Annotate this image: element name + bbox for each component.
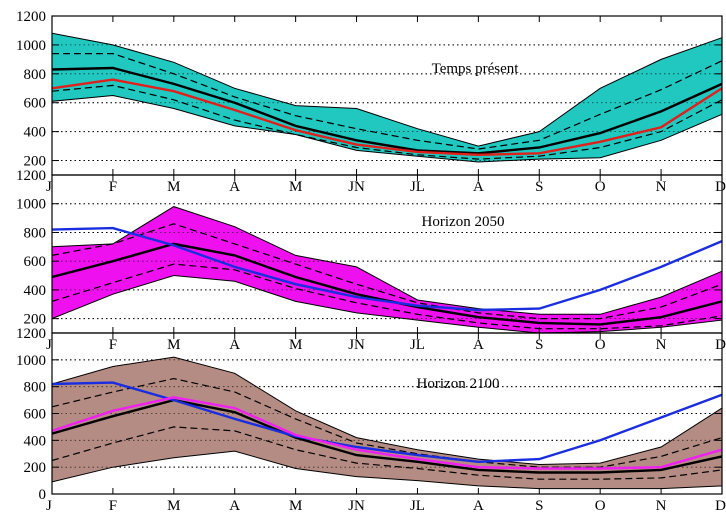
x-tick-label: O [595, 337, 606, 353]
x-tick-label: M [167, 337, 180, 353]
x-tick-label: JN [348, 179, 365, 195]
x-tick-label: A [229, 498, 240, 514]
x-tick-label: JL [410, 337, 425, 353]
series-line-1 [51, 398, 723, 474]
x-tick-label: D [715, 337, 726, 353]
quantile-line-3 [51, 263, 723, 330]
x-tick-label: S [535, 179, 543, 195]
y-tick-label: 800 [24, 380, 47, 396]
y-tick-label: 600 [24, 254, 47, 270]
y-tick-label: 1200 [16, 9, 46, 25]
x-tick-label: J [46, 498, 52, 514]
x-tick-label: J [46, 179, 52, 195]
x-tick-label: M [289, 498, 302, 514]
y-tick-label: 200 [24, 154, 47, 170]
x-tick-label: J [46, 337, 52, 353]
series-line-4 [51, 226, 723, 312]
x-tick-label: N [656, 337, 667, 353]
panel-title: Temps présent [432, 61, 520, 77]
y-tick-label: 1200 [16, 168, 46, 184]
x-tick-label: F [109, 337, 117, 353]
x-tick-label: JN [348, 337, 365, 353]
x-tick-label: N [656, 498, 667, 514]
x-tick-label: D [715, 498, 726, 514]
x-tick-label: A [473, 498, 484, 514]
y-tick-label: 1000 [16, 353, 46, 369]
x-tick-label: A [473, 337, 484, 353]
y-tick-label: 1000 [16, 197, 46, 213]
x-tick-label: O [595, 179, 606, 195]
y-tick-label: 0 [39, 487, 47, 503]
series-line-1 [51, 66, 723, 155]
x-tick-label: M [289, 337, 302, 353]
y-tick-label: 1200 [16, 326, 46, 342]
series-line-5 [51, 396, 723, 470]
quantile-line-2 [52, 52, 723, 150]
y-tick-label: 400 [24, 283, 47, 299]
quantile-line-2 [51, 377, 723, 468]
quantile-line-3 [51, 426, 723, 480]
x-tick-label: A [473, 179, 484, 195]
series-line-4 [51, 78, 723, 157]
x-tick-label: M [167, 498, 180, 514]
panel-title: Horizon 2050 [422, 214, 505, 230]
x-tick-label: O [595, 498, 606, 514]
x-tick-label: JL [410, 179, 425, 195]
x-tick-label: M [167, 179, 180, 195]
y-tick-label: 400 [24, 125, 47, 141]
x-tick-label: N [656, 179, 667, 195]
x-tick-label: JN [348, 498, 365, 514]
y-tick-label: 200 [24, 312, 47, 328]
envelope-band [51, 32, 723, 163]
x-tick-label: M [289, 179, 302, 195]
series-line-4 [51, 381, 723, 464]
y-tick-label: 800 [24, 225, 47, 241]
y-tick-label: 200 [24, 460, 47, 476]
x-tick-label: F [109, 179, 117, 195]
quantile-line-3 [51, 84, 723, 160]
y-tick-label: 400 [24, 433, 47, 449]
x-tick-label: F [109, 498, 117, 514]
x-tick-label: JL [410, 498, 425, 514]
x-tick-label: A [229, 179, 240, 195]
panel-title: Horizon 2100 [417, 376, 500, 392]
x-tick-label: S [535, 337, 543, 353]
y-tick-label: 600 [24, 407, 47, 423]
y-tick-label: 600 [24, 96, 47, 112]
x-tick-label: S [535, 498, 543, 514]
y-tick-label: 1000 [16, 38, 46, 54]
x-tick-label: D [715, 179, 726, 195]
quantile-line-2 [51, 223, 723, 320]
x-tick-label: A [229, 337, 240, 353]
y-tick-label: 800 [24, 67, 47, 83]
